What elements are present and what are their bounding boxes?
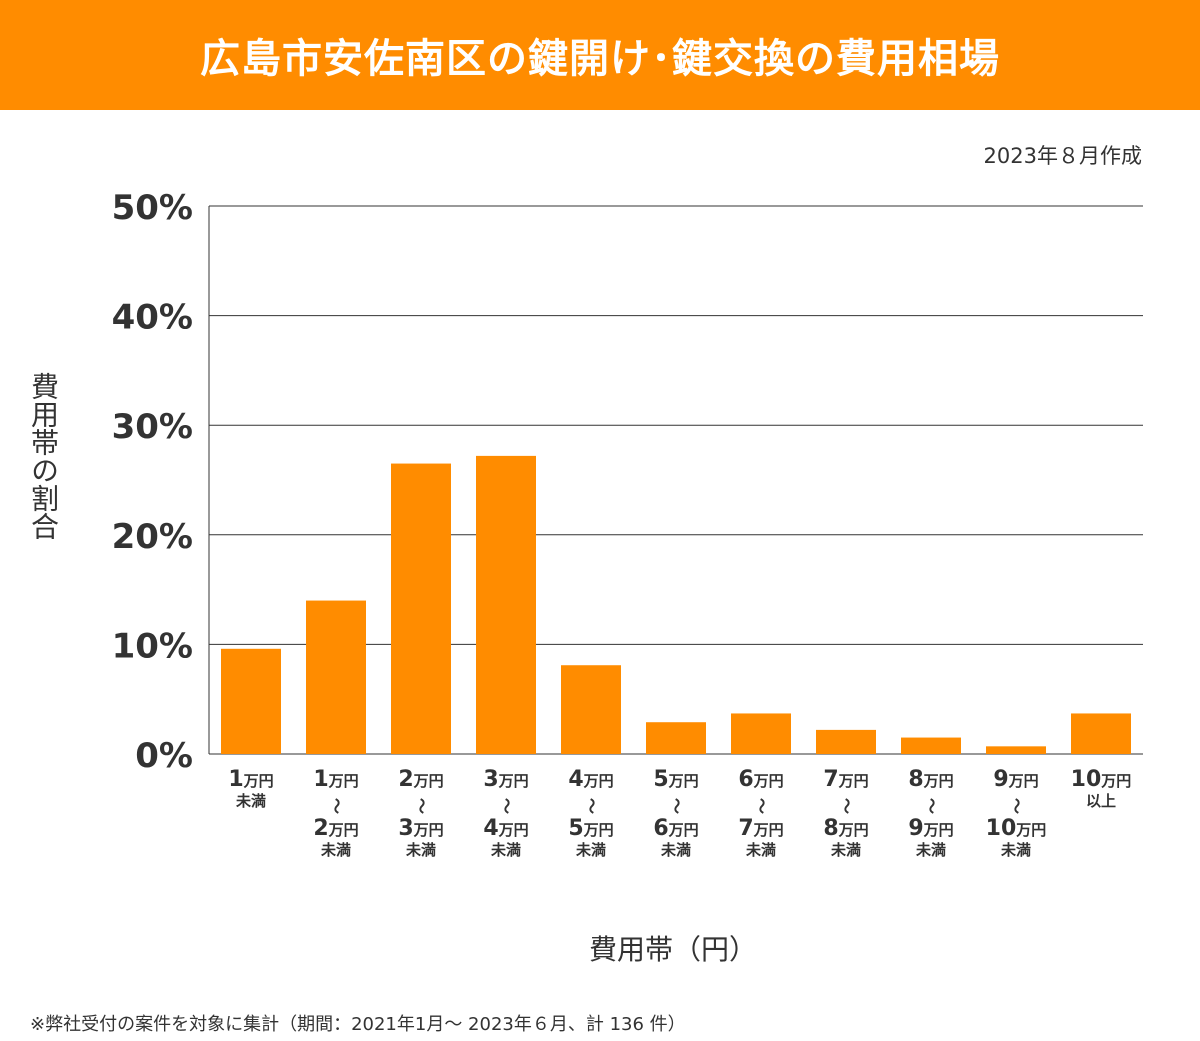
- x-tick-label: 6万円〜 7万円 未満: [738, 767, 784, 859]
- y-tick-label: 50%: [112, 188, 193, 228]
- chart-title-banner: 広島市安佐南区の鍵開け･鍵交換の費用相場: [0, 0, 1200, 110]
- chart-title: 広島市安佐南区の鍵開け･鍵交換の費用相場: [200, 36, 1000, 82]
- x-tick-label: 3万円〜 4万円 未満: [483, 767, 529, 859]
- bar: [646, 722, 706, 754]
- x-axis-label: 費用帯（円）: [589, 933, 758, 966]
- bar: [901, 737, 961, 754]
- bar: [306, 600, 366, 754]
- created-date: 2023年８月作成: [983, 144, 1142, 168]
- footnote: ※弊社受付の案件を対象に集計（期間：2021年1月～ 2023年６月、計 136…: [30, 1014, 686, 1035]
- y-tick-label: 20%: [112, 517, 193, 557]
- bar: [1071, 713, 1131, 754]
- bar: [476, 455, 536, 754]
- bar: [731, 713, 791, 754]
- x-tick-label: 5万円〜 6万円 未満: [653, 767, 699, 859]
- bar: [986, 746, 1046, 754]
- y-tick-label: 40%: [112, 298, 193, 338]
- bar: [221, 648, 281, 754]
- y-tick-label: 0%: [135, 736, 193, 776]
- x-tick-label: 8万円〜 9万円 未満: [908, 767, 954, 859]
- x-tick-label: 1万円 未満: [228, 767, 274, 810]
- bar: [391, 463, 451, 754]
- bar: [561, 665, 621, 754]
- x-tick-label: 7万円〜 8万円 未満: [823, 767, 869, 859]
- y-axis-label: 費用帯の割合: [27, 372, 60, 540]
- y-tick-label: 30%: [112, 407, 193, 447]
- x-tick-label: 1万円〜 2万円 未満: [313, 767, 359, 859]
- x-tick-label: 9万円〜 10万円 未満: [985, 767, 1047, 859]
- x-tick-label: 10万円 以上: [1070, 767, 1132, 810]
- y-tick-label: 10%: [112, 626, 193, 666]
- x-tick-label: 4万円〜 5万円 未満: [568, 767, 614, 859]
- x-tick-label: 2万円〜 3万円 未満: [398, 767, 444, 859]
- bar: [816, 729, 876, 754]
